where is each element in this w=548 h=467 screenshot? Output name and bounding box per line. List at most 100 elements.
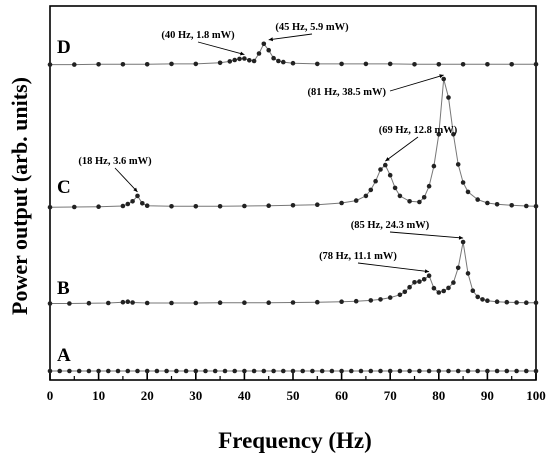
data-point bbox=[290, 300, 296, 305]
data-point bbox=[125, 299, 131, 305]
data-point bbox=[266, 47, 272, 53]
data-point bbox=[378, 368, 383, 374]
x-tick-label: 60 bbox=[335, 388, 348, 403]
data-point bbox=[514, 300, 519, 305]
data-point bbox=[115, 368, 121, 374]
data-point bbox=[378, 297, 383, 302]
data-point bbox=[426, 183, 432, 189]
x-tick-label: 10 bbox=[92, 388, 105, 403]
annotation-label: (18 Hz, 3.6 mW) bbox=[78, 156, 152, 167]
data-point bbox=[339, 200, 344, 206]
data-point bbox=[237, 56, 242, 62]
data-point bbox=[217, 60, 223, 66]
data-point bbox=[290, 368, 296, 374]
data-point bbox=[387, 61, 393, 67]
data-point bbox=[76, 368, 82, 374]
data-point bbox=[169, 204, 174, 209]
data-point bbox=[485, 62, 490, 67]
annotation-arrowhead bbox=[458, 235, 464, 240]
data-point bbox=[315, 61, 320, 67]
data-point bbox=[353, 298, 359, 304]
series-D: D bbox=[47, 37, 539, 67]
data-point bbox=[86, 300, 92, 306]
annotation-label: (78 Hz, 11.1 mW) bbox=[319, 251, 397, 262]
data-point bbox=[193, 204, 199, 209]
data-point bbox=[144, 300, 150, 306]
data-point bbox=[421, 277, 427, 282]
data-point bbox=[47, 205, 53, 210]
data-point bbox=[130, 300, 135, 305]
annotation-arrow bbox=[357, 262, 430, 273]
series-B: B bbox=[47, 239, 539, 306]
data-point bbox=[412, 280, 417, 285]
data-point bbox=[251, 58, 257, 64]
data-point bbox=[363, 193, 369, 199]
data-point bbox=[120, 62, 126, 67]
data-point bbox=[125, 368, 131, 374]
data-point bbox=[417, 368, 422, 374]
data-point bbox=[436, 132, 442, 137]
data-point bbox=[397, 193, 403, 199]
data-point bbox=[193, 61, 199, 67]
x-tick-label: 50 bbox=[287, 388, 300, 403]
annotation-arrow bbox=[197, 41, 245, 55]
data-point bbox=[154, 368, 160, 374]
annotations-layer: (40 Hz, 1.8 mW) (45 Hz, 5.9 mW) (18 Hz, 3.… bbox=[78, 22, 464, 274]
series-line-C bbox=[49, 78, 537, 208]
data-point bbox=[533, 300, 539, 306]
data-point bbox=[504, 299, 510, 305]
data-point bbox=[412, 62, 417, 67]
data-point bbox=[106, 300, 111, 306]
data-point bbox=[130, 199, 135, 204]
data-point bbox=[485, 200, 490, 206]
data-point bbox=[363, 61, 369, 67]
data-point bbox=[494, 299, 500, 305]
x-tick-label: 100 bbox=[526, 388, 546, 403]
data-point bbox=[300, 368, 306, 374]
data-point bbox=[349, 368, 354, 374]
y-axis-label: Power output (arb. units) bbox=[7, 77, 32, 315]
annotation-arrow bbox=[268, 33, 313, 41]
annotation-arrowhead bbox=[439, 74, 444, 79]
data-point bbox=[514, 368, 519, 374]
annotation-label: (81 Hz, 38.5 mW) bbox=[308, 87, 387, 98]
data-point bbox=[485, 298, 490, 304]
data-point bbox=[485, 368, 490, 374]
data-point bbox=[417, 199, 422, 205]
data-point bbox=[460, 239, 466, 245]
data-point bbox=[397, 368, 403, 374]
data-point bbox=[261, 368, 267, 374]
data-point bbox=[67, 301, 72, 306]
data-point bbox=[339, 368, 344, 374]
data-point bbox=[465, 189, 471, 195]
data-point bbox=[509, 62, 514, 67]
data-point bbox=[247, 58, 252, 63]
data-point bbox=[193, 300, 199, 306]
data-point bbox=[475, 368, 481, 374]
data-point bbox=[315, 202, 320, 207]
data-point bbox=[242, 368, 247, 374]
data-point bbox=[436, 368, 442, 374]
data-point bbox=[475, 197, 481, 202]
data-point bbox=[203, 368, 208, 374]
x-tick-label: 80 bbox=[432, 388, 445, 403]
series-layer: A B C D bbox=[47, 37, 539, 374]
data-point bbox=[290, 60, 296, 66]
data-point bbox=[232, 57, 237, 63]
data-point bbox=[212, 368, 218, 374]
data-point bbox=[164, 368, 169, 374]
data-point bbox=[339, 299, 344, 305]
data-point bbox=[310, 368, 315, 374]
data-point bbox=[281, 368, 286, 374]
data-point bbox=[290, 203, 296, 208]
data-point bbox=[276, 58, 281, 64]
data-point bbox=[509, 203, 514, 208]
data-point bbox=[47, 301, 53, 306]
data-point bbox=[242, 56, 247, 61]
data-point bbox=[470, 288, 476, 294]
data-point bbox=[407, 199, 412, 204]
data-point bbox=[140, 201, 145, 206]
data-point bbox=[387, 172, 393, 178]
data-point bbox=[144, 62, 150, 67]
